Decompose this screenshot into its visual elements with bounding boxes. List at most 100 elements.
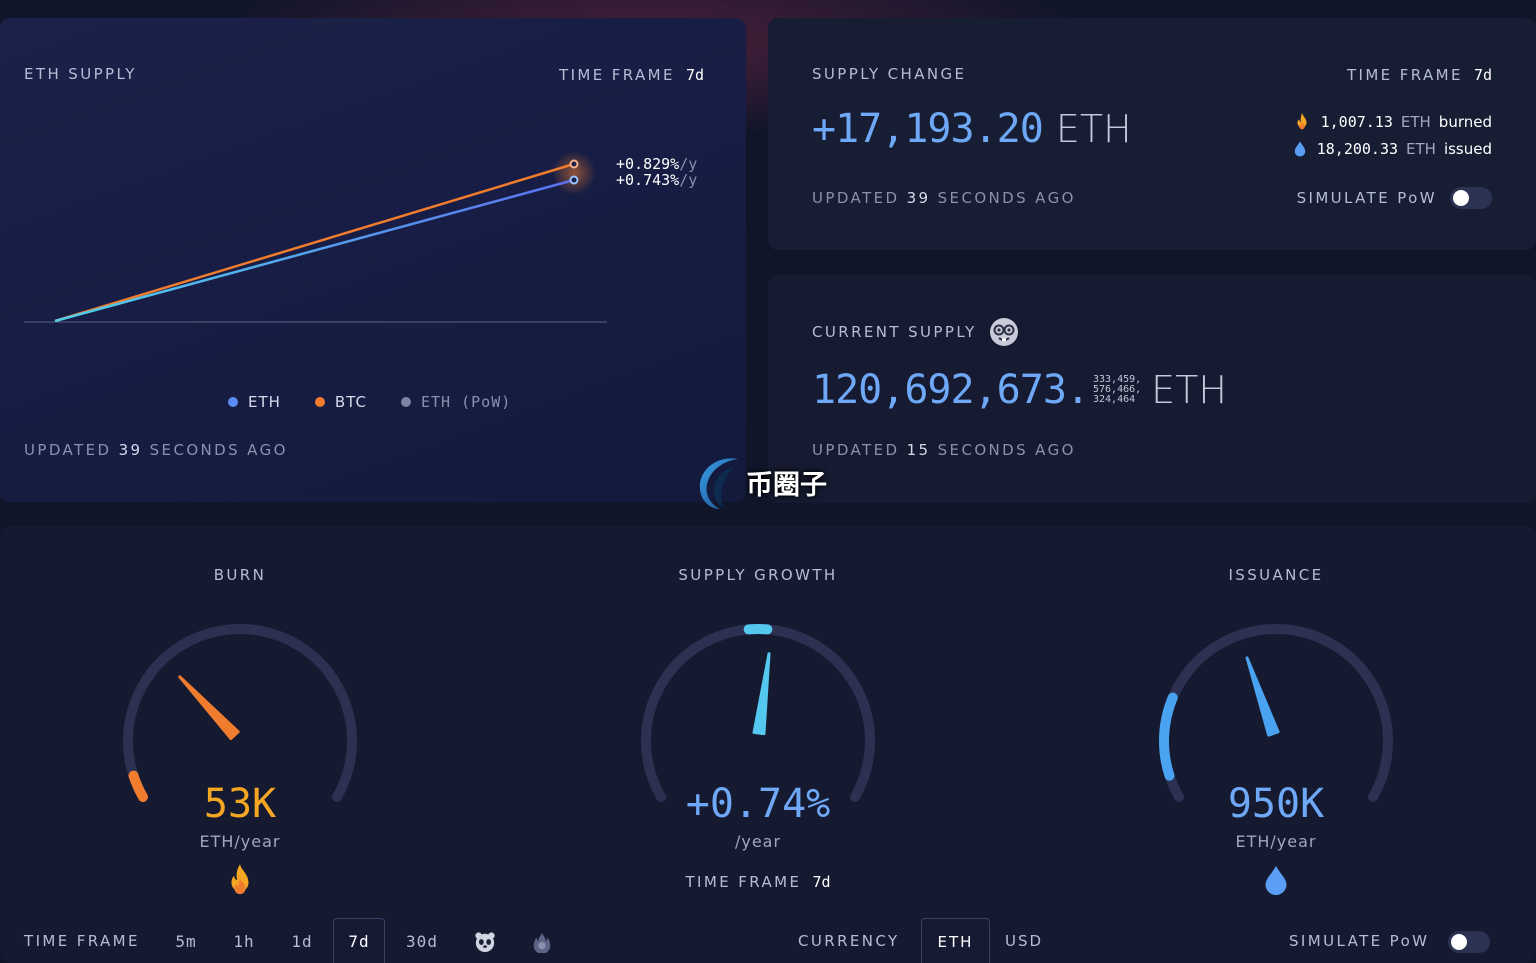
- updated-suffix: SECONDS AGO: [937, 441, 1076, 459]
- eth-end-point: [569, 175, 579, 185]
- gauge-needle: [752, 652, 771, 736]
- supply-growth-time-frame: TIME FRAME 7d: [685, 872, 830, 891]
- burned-amount: 1,007.13: [1320, 113, 1393, 131]
- supply-change-title: SUPPLY CHANGE: [812, 65, 967, 83]
- burned-unit: ETH: [1400, 113, 1431, 131]
- time-frame-label: TIME FRAME: [559, 66, 675, 84]
- updated-prefix: UPDATED: [812, 189, 900, 207]
- toggle-knob: [1453, 190, 1469, 206]
- simulate-pow-label: SIMULATE PoW: [1296, 189, 1437, 207]
- fraction-line-1: 333,459,: [1092, 374, 1142, 385]
- simulate-pow-toggle[interactable]: [1450, 187, 1492, 209]
- eth-rate-label: +0.829%/y: [616, 156, 697, 172]
- supply-growth-gauge-graphics: [641, 624, 875, 802]
- current-supply-header: CURRENT SUPPLY: [812, 317, 1019, 347]
- fraction-line-3: 324,464: [1092, 394, 1136, 405]
- updated-suffix: SECONDS AGO: [937, 189, 1076, 207]
- updated-value: 15: [906, 441, 931, 459]
- currency-usd-button[interactable]: USD: [1004, 932, 1044, 950]
- issuance-value: 950K: [1227, 781, 1325, 827]
- end-point-glow: [552, 151, 596, 195]
- footer-simulate-pow-toggle[interactable]: [1448, 931, 1490, 953]
- issued-label: issued: [1443, 140, 1492, 158]
- chart-legend: ETH BTC ETH (PoW): [228, 393, 511, 411]
- supply-change-card: SUPPLY CHANGE TIME FRAME 7d +17,193.20 E…: [768, 18, 1536, 250]
- droplet-icon: [1265, 865, 1287, 895]
- eth-rate-unit: /y: [679, 155, 698, 173]
- ultrasound-icon[interactable]: [531, 931, 553, 953]
- rate-labels: +0.829%/y +0.743%/y: [616, 156, 697, 188]
- issuance-unit: ETH/year: [1235, 832, 1317, 851]
- btc-rate-label: +0.743%/y: [616, 172, 697, 188]
- supply-change-time-frame[interactable]: TIME FRAME 7d: [1347, 65, 1492, 84]
- issuance-gauge-graphics: [1159, 624, 1393, 802]
- nerd-face-icon: [989, 318, 1018, 346]
- supply-change-unit: ETH: [1055, 107, 1132, 151]
- legend-eth-pow[interactable]: ETH (PoW): [400, 393, 512, 411]
- toggle-knob: [1451, 934, 1467, 950]
- supply-change-updated: UPDATED 39 SECONDS AGO: [812, 189, 1076, 207]
- current-supply-value: 120,692,673.: [812, 367, 1090, 413]
- watermark: 币圈子: [694, 453, 827, 511]
- footer-simulate-pow-label: SIMULATE PoW: [1289, 932, 1430, 950]
- current-supply-title: CURRENT SUPPLY: [812, 323, 977, 341]
- burn-unit: ETH/year: [199, 832, 281, 851]
- btc-rate-value: +0.743%: [616, 171, 680, 189]
- time-frame-1d-button[interactable]: 1d: [291, 931, 313, 951]
- fraction-line-2: 576,466,: [1092, 384, 1142, 395]
- time-frame-30d-button[interactable]: 30d: [406, 931, 438, 951]
- flame-icon: [231, 864, 249, 895]
- currency-label: CURRENCY: [798, 932, 900, 950]
- current-supply-card: CURRENT SUPPLY 120,692,673. 333,459, 576…: [768, 275, 1536, 503]
- panda-icon[interactable]: [474, 931, 496, 953]
- footer-time-frame-label: TIME FRAME: [24, 932, 140, 950]
- gauge-track: [1159, 624, 1393, 802]
- burn-gauge-graphics: [123, 624, 357, 802]
- legend-eth-pow-label: ETH (PoW): [420, 393, 512, 411]
- current-supply-fraction: 333,459, 576,466, 324,464: [1093, 375, 1141, 405]
- issued-row: 18,200.33 ETH issued: [1291, 139, 1492, 159]
- updated-prefix: UPDATED: [812, 441, 900, 459]
- updated-value: 39: [118, 441, 143, 459]
- legend-btc[interactable]: BTC: [314, 393, 367, 411]
- eth-supply-time-frame[interactable]: TIME FRAME 7d: [559, 65, 704, 84]
- current-supply-amount: 120,692,673. 333,459, 576,466, 324,464 E…: [812, 367, 1227, 413]
- droplet-icon: [1294, 141, 1305, 157]
- gauge-needle: [178, 675, 240, 741]
- currency-eth-button[interactable]: ETH: [921, 918, 990, 963]
- time-frame-value: 7d: [812, 873, 831, 891]
- time-frame-1h-button[interactable]: 1h: [233, 931, 255, 951]
- eth-rate-value: +0.829%: [616, 155, 680, 173]
- gauge-needle: [1245, 656, 1280, 737]
- time-frame-label: TIME FRAME: [685, 873, 802, 891]
- time-frame-value: 7d: [1473, 66, 1492, 84]
- issued-unit: ETH: [1406, 140, 1436, 158]
- gauge-fill: [128, 770, 149, 802]
- legend-eth-dot: [228, 397, 238, 407]
- supply-growth-value: +0.74%: [685, 781, 831, 827]
- legend-eth[interactable]: ETH: [228, 393, 281, 411]
- time-frame-label: TIME FRAME: [1346, 66, 1463, 84]
- legend-btc-label: BTC: [334, 393, 367, 411]
- time-frame-value: 7d: [686, 66, 705, 84]
- time-frame-5m-button[interactable]: 5m: [175, 931, 197, 951]
- legend-btc-dot: [314, 397, 325, 407]
- flame-icon: [1297, 112, 1307, 130]
- supply-line-chart: [24, 151, 607, 323]
- btc-rate-unit: /y: [679, 171, 698, 189]
- burned-row: 1,007.13 ETH burned: [1291, 111, 1492, 133]
- issued-amount: 18,200.33: [1316, 140, 1399, 158]
- gauge-track: [123, 624, 357, 802]
- legend-eth-pow-dot: [400, 397, 411, 407]
- current-supply-updated: UPDATED 15 SECONDS AGO: [812, 441, 1076, 459]
- supply-growth-unit: /year: [734, 832, 782, 851]
- eth-supply-title: ETH SUPPLY: [24, 65, 137, 83]
- eth-supply-updated: UPDATED 39 SECONDS AGO: [24, 441, 288, 459]
- time-frame-7d-button[interactable]: 7d: [333, 918, 385, 963]
- supply-change-value: +17,193.20: [812, 106, 1044, 152]
- issuance-gauge: [1159, 624, 1393, 802]
- burn-title: BURN: [213, 566, 267, 584]
- btc-end-point: [569, 159, 579, 169]
- watermark-text: 币圈子: [746, 469, 827, 501]
- supply-growth-title: SUPPLY GROWTH: [678, 566, 838, 584]
